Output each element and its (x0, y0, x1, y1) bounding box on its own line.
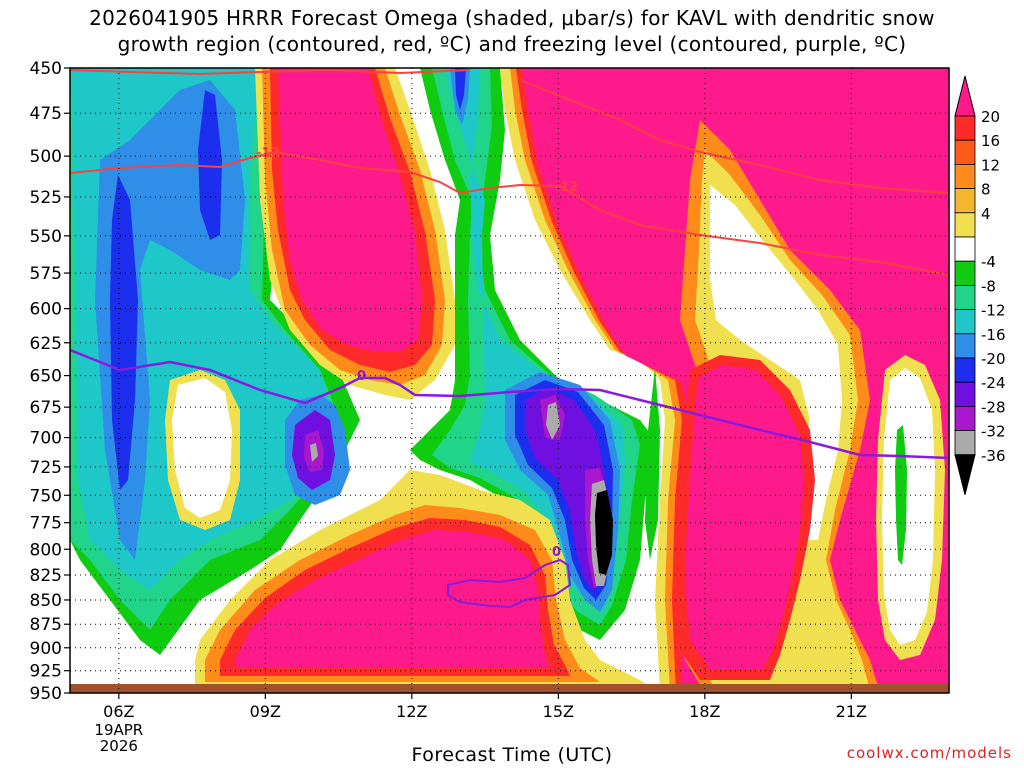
x-tick-label: 21Z (836, 702, 867, 721)
y-tick-label: 800 (30, 540, 62, 560)
terrain-strip (70, 684, 949, 693)
y-tick-label: 575 (30, 264, 62, 284)
x-tick-label: 18Z (689, 702, 720, 721)
colorbar-tick-label: -24 (981, 374, 1006, 392)
y-tick-label: 925 (30, 662, 62, 682)
omega-descent-core-18z-2 (686, 365, 804, 670)
y-tick-label: 825 (30, 566, 62, 586)
y-tick-label: 900 (30, 639, 62, 659)
omega-ascent-sliver-22z (895, 425, 907, 565)
colorbar-tick-label: -36 (981, 447, 1006, 465)
colorbar-tick-label: -28 (981, 398, 1006, 416)
colorbar-swatch (954, 163, 976, 189)
omega-neutral-hole-left-inner (172, 378, 232, 518)
colorbar-swatch (954, 212, 976, 238)
colorbar-tick-label: -16 (981, 326, 1006, 344)
freezing-level-contour (70, 348, 949, 460)
y-tick-label: 875 (30, 615, 62, 635)
x-tick-label: 06Z (103, 702, 134, 721)
watermark[interactable]: coolwx.com/models (846, 744, 1012, 762)
omega-ascent-sliver-13z-2 (455, 68, 466, 110)
colorbar-swatch (954, 309, 976, 335)
dgz-contour-label-left: -12 (256, 146, 280, 161)
omega-shading (70, 68, 949, 693)
y-tick-label: 525 (30, 188, 62, 208)
colorbar-tick-label: 20 (981, 108, 1000, 126)
colorbar-tick-label: 12 (981, 156, 1000, 174)
colorbar-tick-label: -20 (981, 350, 1006, 368)
x-axis-label: Forecast Time (UTC) (411, 744, 613, 766)
dgz-contour-upper (70, 68, 471, 76)
y-tick-label: 650 (30, 367, 62, 387)
colorbar-tick-label: -8 (981, 277, 996, 295)
chart-title-line2: growth region (contoured, red, ºC) and f… (117, 32, 907, 56)
y-tick-label: 675 (30, 398, 62, 418)
omega-ascent-spike-17z (645, 368, 660, 560)
y-tick-label: 550 (30, 227, 62, 247)
colorbar-top-arrow (954, 75, 976, 117)
colorbar-swatch (954, 139, 976, 165)
colorbar-bottom-arrow (954, 454, 976, 495)
omega-ascent-core-15z-6 (595, 490, 613, 575)
y-tick-label: 500 (30, 147, 62, 167)
chart-title-line1: 2026041905 HRRR Forecast Omega (shaded, … (89, 6, 935, 30)
y-tick-label: 850 (30, 591, 62, 611)
omega-ascent-region-left-5 (110, 90, 222, 490)
grid-lines (70, 67, 949, 694)
contour-lines (70, 68, 949, 609)
y-tick-label: 725 (30, 458, 62, 478)
omega-strong-ascent-10z-4 (310, 443, 318, 462)
plot-frame (69, 67, 950, 694)
y-tick-label: 600 (30, 300, 62, 320)
omega-descent-lower-0915-4 (235, 530, 550, 668)
y-tick-label: 700 (30, 429, 62, 449)
colorbar-tick-label: 4 (981, 205, 991, 223)
colorbar-swatch (954, 381, 976, 407)
colorbar-swatch (954, 357, 976, 383)
freezing-contour-label-lower: 0 (552, 545, 561, 560)
freezing-contour-label-upper: 0 (357, 369, 366, 384)
dgz-contour-label-right: -12 (555, 180, 579, 195)
colorbar: 20 16 12 8 4 -4 -8 -12 -16 -20 -24 -28 -32 -36 (954, 75, 1006, 495)
y-tick-label: 775 (30, 514, 62, 534)
colorbar-swatch (954, 284, 976, 310)
x-tick-label: 12Z (396, 702, 427, 721)
x-tick-sublabel: 2026 (100, 737, 138, 755)
x-tick-label: 15Z (543, 702, 574, 721)
colorbar-swatch (954, 115, 976, 141)
x-tick-label: 09Z (250, 702, 281, 721)
y-tick-label: 950 (30, 684, 62, 704)
colorbar-tick-label: 8 (981, 181, 991, 199)
colorbar-swatch (954, 236, 976, 262)
colorbar-swatch (954, 405, 976, 431)
colorbar-tick-label: -4 (981, 253, 996, 271)
freezing-level-contour-lower (447, 558, 572, 609)
dgz-contour-right (519, 79, 949, 194)
y-tick-label: 750 (30, 486, 62, 506)
x-tick-sublabel: 19APR (94, 721, 143, 739)
colorbar-swatch (954, 333, 976, 359)
y-tick-label: 475 (30, 104, 62, 124)
colorbar-swatch (954, 430, 976, 456)
y-tick-label: 625 (30, 334, 62, 354)
omega-neutral-hole-22z-2 (882, 368, 935, 645)
colorbar-swatch (954, 260, 976, 286)
colorbar-swatch (954, 188, 976, 214)
omega-ascent-core-15z-5 (546, 402, 612, 586)
colorbar-tick-label: -32 (981, 423, 1006, 441)
colorbar-tick-label: 16 (981, 132, 1000, 150)
y-tick-label: 450 (30, 59, 62, 79)
omega-ascent-core-15z-3 (525, 388, 605, 590)
omega-descent-upper-0912-4 (278, 68, 422, 352)
colorbar-tick-label: -12 (981, 302, 1006, 320)
dgz-contour-minus12 (70, 150, 949, 276)
y-axis: 450 475 500 525 550 575 600 625 650 675 700 725 750 7… (30, 59, 70, 704)
